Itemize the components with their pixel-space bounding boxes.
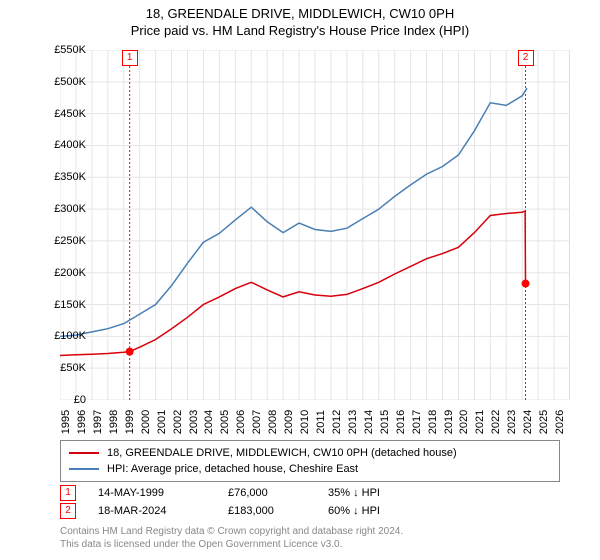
x-tick-label: 2019 <box>443 410 455 434</box>
y-tick-label: £50K <box>60 362 86 374</box>
y-tick-label: £200K <box>54 267 86 279</box>
event-marker-1: 1 <box>122 50 138 66</box>
x-tick-label: 2004 <box>203 410 215 434</box>
transaction-pct-2: 60% ↓ HPI <box>328 505 448 517</box>
y-tick-label: £250K <box>54 235 86 247</box>
y-tick-label: £100K <box>54 330 86 342</box>
y-tick-label: £350K <box>54 171 86 183</box>
transaction-rows: 1 14-MAY-1999 £76,000 35% ↓ HPI 2 18-MAR… <box>60 484 448 520</box>
x-tick-label: 2000 <box>140 410 152 434</box>
x-tick-label: 2024 <box>522 410 534 434</box>
x-tick-label: 2005 <box>219 410 231 434</box>
y-tick-label: £500K <box>54 76 86 88</box>
x-tick-label: 2002 <box>172 410 184 434</box>
chart-title-block: 18, GREENDALE DRIVE, MIDDLEWICH, CW10 0P… <box>0 0 600 38</box>
x-tick-label: 2014 <box>363 410 375 434</box>
legend-label-hpi: HPI: Average price, detached house, Ches… <box>107 463 358 475</box>
transaction-row-2: 2 18-MAR-2024 £183,000 60% ↓ HPI <box>60 502 448 520</box>
x-tick-label: 2016 <box>395 410 407 434</box>
y-tick-label: £400K <box>54 139 86 151</box>
legend-swatch-hpi <box>69 468 99 470</box>
legend-item-hpi: HPI: Average price, detached house, Ches… <box>69 461 551 477</box>
x-tick-label: 1995 <box>60 410 72 434</box>
legend-label-property: 18, GREENDALE DRIVE, MIDDLEWICH, CW10 0P… <box>107 447 457 459</box>
chart-svg <box>60 50 570 400</box>
x-tick-label: 2007 <box>251 410 263 434</box>
chart-title-line2: Price paid vs. HM Land Registry's House … <box>0 23 600 38</box>
y-tick-label: £550K <box>54 44 86 56</box>
x-tick-label: 2018 <box>427 410 439 434</box>
x-tick-label: 1998 <box>108 410 120 434</box>
legend: 18, GREENDALE DRIVE, MIDDLEWICH, CW10 0P… <box>60 440 560 482</box>
footer-line1: Contains HM Land Registry data © Crown c… <box>60 526 403 539</box>
y-tick-label: £450K <box>54 108 86 120</box>
x-tick-label: 2020 <box>458 410 470 434</box>
x-tick-label: 1999 <box>124 410 136 434</box>
footer-line2: This data is licensed under the Open Gov… <box>60 539 403 552</box>
x-tick-label: 2021 <box>474 410 486 434</box>
transaction-marker-1: 1 <box>60 485 76 501</box>
y-tick-label: £0 <box>74 394 86 406</box>
transaction-price-2: £183,000 <box>228 505 328 517</box>
x-tick-label: 2022 <box>490 410 502 434</box>
transaction-pct-1: 35% ↓ HPI <box>328 487 448 499</box>
transaction-price-1: £76,000 <box>228 487 328 499</box>
event-marker-2: 2 <box>518 50 534 66</box>
legend-swatch-property <box>69 452 99 454</box>
y-tick-label: £150K <box>54 299 86 311</box>
x-tick-label: 2017 <box>411 410 423 434</box>
y-tick-label: £300K <box>54 203 86 215</box>
x-tick-label: 1996 <box>76 410 88 434</box>
x-tick-label: 2010 <box>299 410 311 434</box>
footer-attribution: Contains HM Land Registry data © Crown c… <box>60 526 403 551</box>
x-tick-label: 2009 <box>283 410 295 434</box>
transaction-date-2: 18-MAR-2024 <box>98 505 228 517</box>
x-tick-label: 1997 <box>92 410 104 434</box>
x-tick-label: 2013 <box>347 410 359 434</box>
transaction-marker-2: 2 <box>60 503 76 519</box>
x-tick-label: 2008 <box>267 410 279 434</box>
x-tick-label: 2006 <box>235 410 247 434</box>
x-tick-label: 2011 <box>315 410 327 434</box>
legend-item-property: 18, GREENDALE DRIVE, MIDDLEWICH, CW10 0P… <box>69 445 551 461</box>
x-tick-label: 2023 <box>506 410 518 434</box>
transaction-date-1: 14-MAY-1999 <box>98 487 228 499</box>
x-tick-label: 2012 <box>331 410 343 434</box>
x-tick-label: 2001 <box>156 410 168 434</box>
transaction-row-1: 1 14-MAY-1999 £76,000 35% ↓ HPI <box>60 484 448 502</box>
chart-plot-area <box>60 50 570 400</box>
chart-title-line1: 18, GREENDALE DRIVE, MIDDLEWICH, CW10 0P… <box>0 6 600 21</box>
x-tick-label: 2025 <box>538 410 550 434</box>
x-tick-label: 2026 <box>554 410 566 434</box>
x-tick-label: 2003 <box>188 410 200 434</box>
x-tick-label: 2015 <box>379 410 391 434</box>
